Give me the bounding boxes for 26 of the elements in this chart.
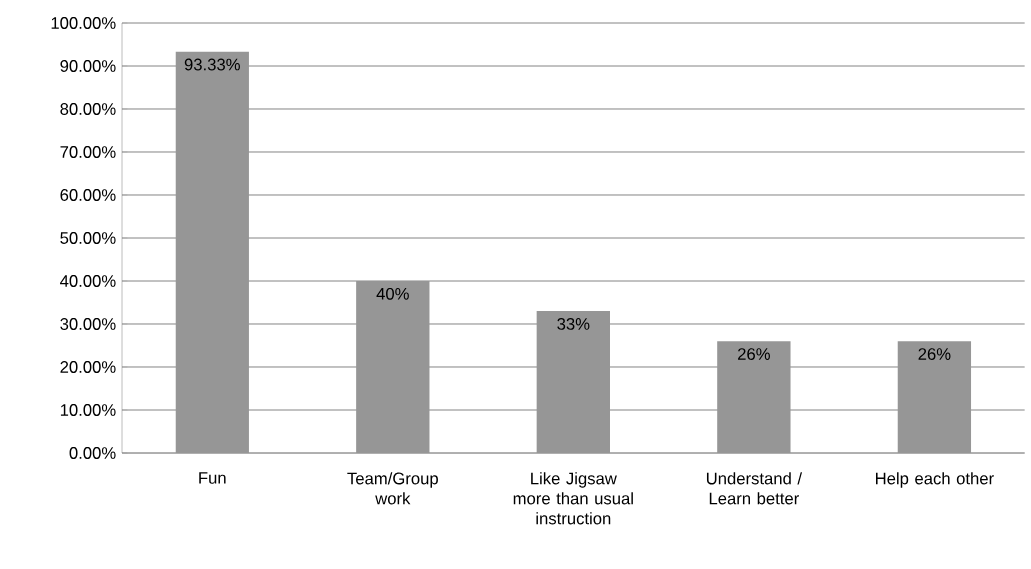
data-label: 26% [738,348,770,360]
bar [897,341,972,453]
x-tick-label: Like Jigsaw more than usual instruction [513,472,633,525]
y-tick-label: 100.00% [51,17,116,29]
y-tick-label: 10.00% [60,404,116,416]
y-tick-label: 80.00% [60,103,116,115]
y-tick-label: 90.00% [60,60,116,72]
y-tick-label: 60.00% [60,189,116,201]
data-label: 26% [918,348,951,360]
bar [175,51,249,453]
y-tick-label: 20.00% [60,361,116,373]
y-tick-label: 0.00% [69,447,116,459]
x-tick-label: Help each other [876,472,994,488]
x-tick-label: Team/Group work [347,472,438,505]
x-tick-label: Fun [199,472,226,484]
data-label: 93.33% [184,58,240,71]
data-label: 33% [557,318,590,330]
y-tick-label: 30.00% [60,318,116,330]
data-label: 40% [376,287,409,300]
bar [536,311,610,453]
y-tick-label: 40.00% [60,275,116,287]
bar [717,341,791,453]
y-tick-label: 70.00% [60,146,116,158]
x-tick-label: Understand / Learn better [706,472,803,505]
bar [356,281,430,453]
y-tick-label: 50.00% [60,232,116,244]
